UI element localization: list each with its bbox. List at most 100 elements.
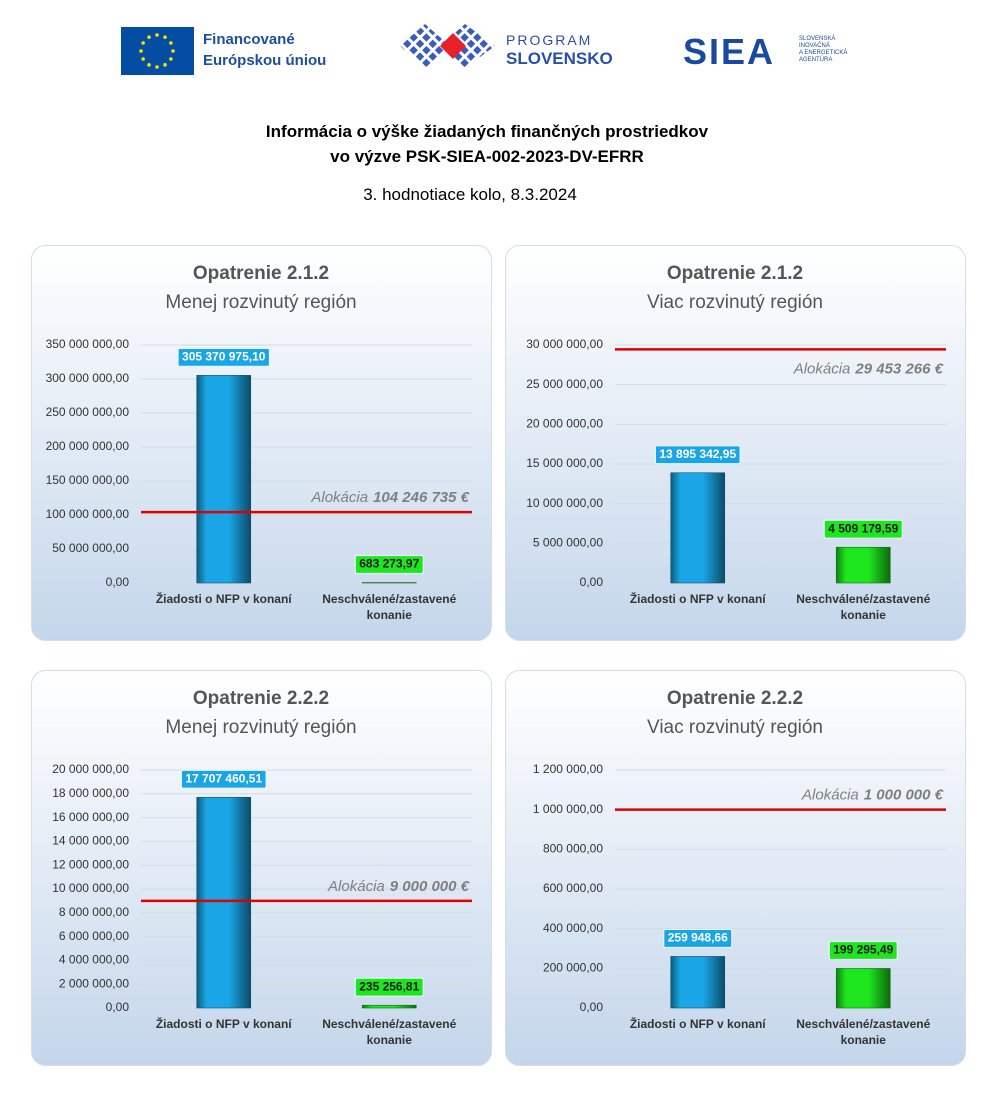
document-title: vo výzve PSK-SIEA-002-2023-DV-EFRR	[330, 147, 644, 166]
y-tick-label: 25 000 000,00	[526, 377, 603, 391]
x-tick-label-box: Neschválené/zastavené konanie	[322, 1017, 457, 1047]
eu-star	[147, 35, 151, 39]
data-label: 683 273,97	[354, 554, 424, 575]
x-tick-label: Neschválené/zastavené konanie	[322, 592, 457, 622]
data-label-text: 199 295,49	[833, 943, 893, 957]
panel-background	[31, 670, 492, 1066]
y-tick-label: 1 000 000,00	[533, 802, 603, 816]
allocation-label: Alokácia 9 000 000 €	[327, 878, 470, 895]
chart-subtitle: Menej rozvinutý región	[165, 292, 356, 313]
data-label-box	[354, 554, 424, 575]
eu-star	[155, 65, 159, 69]
x-tick-label: Žiadosti o NFP v konaní	[629, 592, 766, 606]
y-tick-label: 50 000 000,00	[52, 541, 129, 555]
x-tick-label: Neschválené/zastavené konanie	[796, 592, 931, 622]
y-tick-label: 0,00	[106, 575, 130, 589]
y-tick-label: 200 000,00	[543, 961, 603, 975]
chart-panel: Opatrenie 2.2.2 Menej rozvinutý región 0,0…	[31, 670, 492, 1066]
eu-star	[147, 63, 151, 67]
allocation-amount: 29 453 266 €	[854, 360, 943, 377]
y-tick-label: 2 000 000,00	[59, 976, 129, 990]
bar	[670, 472, 726, 584]
eu-star	[139, 49, 143, 53]
data-label-box	[823, 519, 903, 539]
chart-title: Opatrenie 2.1.2	[667, 263, 803, 284]
y-tick-label: 4 000 000,00	[59, 953, 129, 967]
eu-star	[171, 49, 175, 53]
panel-background	[31, 245, 492, 641]
program-logo-text: PROGRAM	[506, 32, 592, 48]
eu-star	[155, 33, 159, 37]
data-label-text: 305 370 975,10	[182, 350, 266, 364]
data-label-text: 17 707 460,51	[185, 771, 262, 785]
chart-subtitle: Viac rozvinutý región	[647, 292, 823, 313]
siea-logo: SIEA SLOVENSKÁ INOVAČNÁ A ENERGETICKÁ AG…	[683, 31, 847, 72]
data-label-box	[177, 347, 271, 367]
siea-logo-name: SIEA	[683, 31, 775, 72]
chart-subtitle: Menej rozvinutý región	[165, 717, 356, 738]
x-tick-label-box: Žiadosti o NFP v konaní	[629, 1017, 766, 1031]
chart-title: Opatrenie 2.2.2	[667, 688, 803, 709]
y-tick-label: 16 000 000,00	[52, 810, 129, 824]
y-tick-label: 0,00	[106, 1000, 130, 1014]
allocation-amount: 9 000 000 €	[390, 878, 470, 895]
data-label: 259 948,66	[663, 928, 733, 949]
bar	[196, 796, 252, 1009]
y-tick-label: 12 000 000,00	[52, 857, 129, 871]
y-tick-label: 10 000 000,00	[52, 881, 129, 895]
y-tick-label: 200 000 000,00	[46, 439, 130, 453]
data-label: 13 895 342,95	[654, 445, 741, 465]
y-tick-label: 1 200 000,00	[533, 762, 603, 776]
y-tick-label: 250 000 000,00	[46, 405, 130, 419]
y-tick-label: 20 000 000,00	[52, 762, 129, 776]
allocation-label-text: Alokácia	[801, 787, 859, 804]
logo-mark	[400, 24, 450, 68]
eu-logo-text: Európskou úniou	[203, 52, 326, 69]
y-tick-label: 600 000,00	[543, 881, 603, 895]
document-subtitle: 3. hodnotiace kolo, 8.3.2024	[363, 185, 577, 204]
x-tick-label-box: Neschválené/zastavené konanie	[322, 592, 457, 622]
x-tick-label: Žiadosti o NFP v konaní	[629, 1017, 766, 1031]
chart-subtitle: Viac rozvinutý región	[647, 717, 823, 738]
data-label-text: 259 948,66	[668, 931, 728, 945]
program-logo-text: SLOVENSKO	[506, 49, 613, 68]
allocation-label: Alokácia 29 453 266 €	[793, 360, 944, 377]
y-tick-label: 300 000 000,00	[46, 371, 130, 385]
y-tick-label: 100 000 000,00	[46, 507, 130, 521]
y-tick-label: 30 000 000,00	[526, 337, 603, 351]
chart-panel: Opatrenie 2.1.2 Viac rozvinutý región 0,00…	[505, 245, 966, 641]
eu-star	[141, 41, 145, 45]
eu-star	[163, 63, 167, 67]
data-label: 199 295,49	[828, 940, 898, 961]
x-tick-label: Neschválené/zastavené konanie	[796, 1017, 931, 1047]
siea-logo-text: A ENERGETICKÁ	[799, 49, 847, 56]
x-tick-label: Žiadosti o NFP v konaní	[155, 1017, 292, 1031]
x-tick-label: Neschválené/zastavené konanie	[322, 1017, 457, 1047]
allocation-label: Alokácia 104 246 735 €	[310, 489, 469, 506]
y-tick-label: 6 000 000,00	[59, 929, 129, 943]
y-tick-label: 400 000,00	[543, 921, 603, 935]
allocation-label: Alokácia 1 000 000 €	[801, 787, 944, 804]
allocation-amount: 104 246 735 €	[373, 489, 470, 506]
data-label-text: 683 273,97	[359, 557, 419, 571]
bar	[835, 546, 891, 584]
allocation-amount: 1 000 000 €	[864, 787, 944, 804]
y-tick-label: 8 000 000,00	[59, 905, 129, 919]
allocation-label-text: Alokácia	[327, 878, 385, 895]
x-tick-label-box: Žiadosti o NFP v konaní	[629, 592, 766, 606]
panel-background	[505, 670, 966, 1066]
data-label-box	[354, 977, 424, 997]
data-label: 235 256,81	[354, 977, 424, 997]
allocation-label-text: Alokácia	[793, 360, 851, 377]
eu-stars	[139, 33, 175, 69]
siea-logo-text: AGENTÚRA	[799, 56, 832, 63]
eu-star	[169, 57, 173, 61]
bar	[196, 375, 252, 584]
y-tick-label: 0,00	[580, 575, 604, 589]
chart-panel: Opatrenie 2.1.2 Menej rozvinutý región 0,0…	[31, 245, 492, 641]
bar	[835, 968, 891, 1009]
x-tick-label-box: Žiadosti o NFP v konaní	[156, 592, 292, 606]
eu-logo-text: Financované	[203, 31, 295, 48]
data-label-text: 4 509 179,59	[828, 521, 898, 535]
